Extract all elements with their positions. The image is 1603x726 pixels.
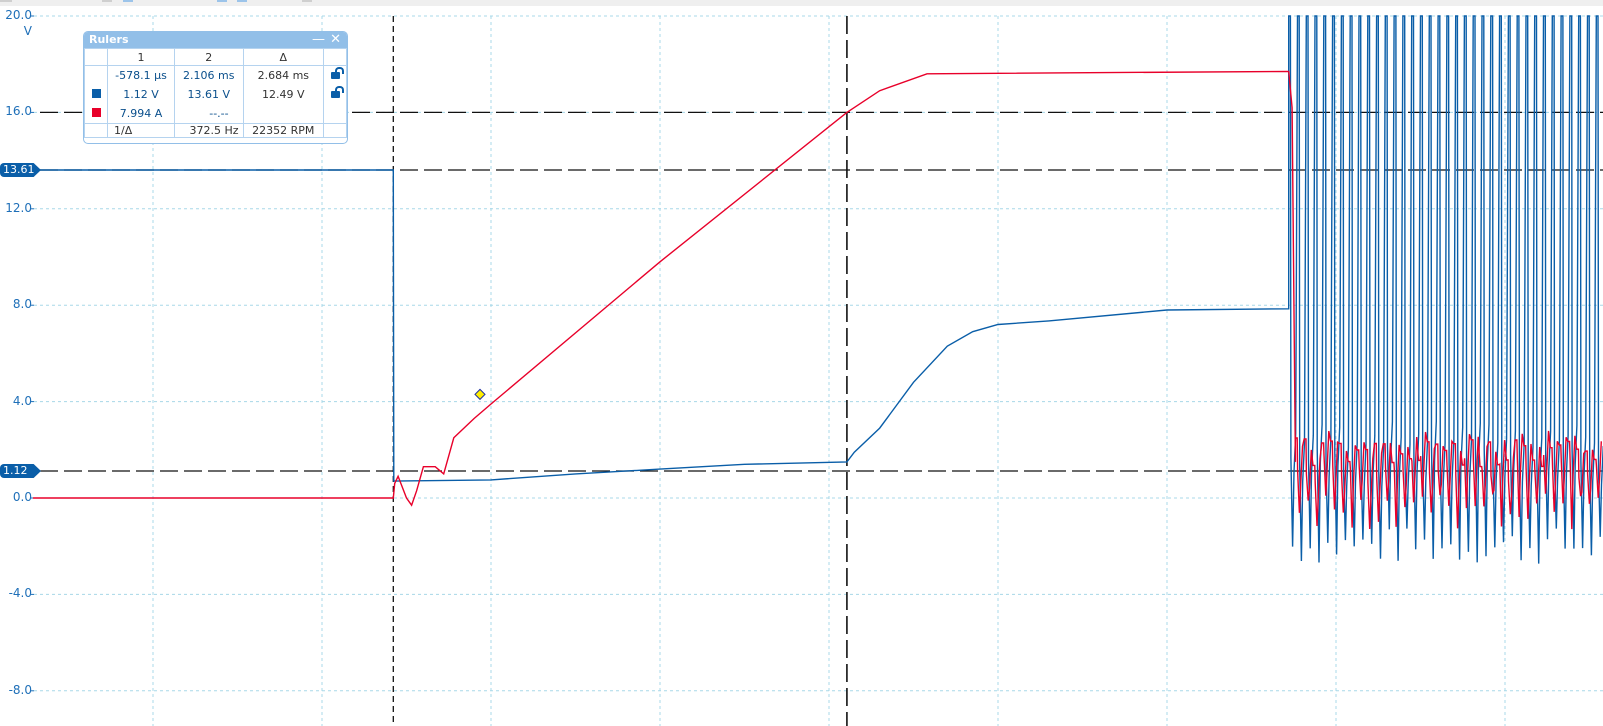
delta-channel-b (244, 104, 323, 123)
col-header-2: 2 (173, 48, 244, 66)
y-tick-label: 20.0 (5, 8, 32, 22)
grid (31, 15, 1603, 726)
y-tick-label: 0.0 (12, 490, 32, 504)
inverse-delta-label: 1/Δ (107, 123, 175, 138)
toolbar-button[interactable] (237, 0, 247, 2)
toolbar-strip (0, 0, 1603, 6)
ruler-badge-low[interactable]: 1.12 (0, 464, 41, 478)
toolbar-button[interactable] (0, 0, 12, 2)
trigger-marker (474, 388, 486, 401)
unlock-icon[interactable] (330, 86, 344, 98)
delta-channel-a: 12.49 V (262, 88, 305, 101)
ruler1-channel-a: 1.12 V (123, 88, 159, 101)
ruler1-channel-b: 7.994 A (119, 107, 163, 120)
ruler2-time: 2.106 ms (183, 69, 235, 82)
rulers-panel-titlebar[interactable]: Rulers — ✕ (84, 32, 347, 48)
y-tick-label: 16.0 (5, 104, 32, 119)
ruler2-channel-b: --.-- (209, 107, 229, 120)
channel-a-swatch (91, 89, 101, 98)
ruler1-time: -578.1 µs (115, 69, 167, 82)
col-header-delta: Δ (242, 48, 325, 66)
channel-b-swatch (91, 108, 101, 117)
rulers-table: 1 2 Δ -578.1 µs 1.12 V 7.994 A 2.106 ms … (84, 48, 347, 138)
y-tick-label: -4.0 (8, 586, 32, 601)
col-header-1: 1 (107, 48, 175, 66)
rulers-panel-title: Rulers (89, 33, 129, 46)
channel-b-trace (33, 70, 1602, 530)
minimize-icon[interactable]: — (312, 32, 325, 47)
y-tick-label: -8.0 (8, 682, 32, 697)
toolbar-button[interactable] (217, 0, 227, 2)
toolbar-button[interactable] (102, 0, 112, 2)
y-tick-label: 12.0 (5, 200, 32, 215)
y-tick-label: 8.0 (12, 297, 32, 312)
delta-time: 2.684 ms (257, 69, 310, 82)
ruler2-channel-a: 13.61 V (187, 88, 231, 101)
rulers-panel[interactable]: Rulers — ✕ 1 2 Δ -578.1 µs 1.12 V 7.994 … (83, 31, 348, 144)
frequency-value: 372.5 Hz (173, 123, 244, 138)
toolbar-button[interactable] (123, 0, 133, 2)
y-axis-unit: V (23, 24, 32, 38)
y-tick-label: 4.0 (12, 393, 32, 408)
unlock-icon[interactable] (330, 67, 344, 79)
traces (33, 15, 1603, 564)
close-icon[interactable]: ✕ (330, 32, 341, 47)
rpm-value: 22352 RPM (242, 123, 325, 138)
ruler-badge-high[interactable]: 13.61 (0, 163, 41, 177)
toolbar-button[interactable] (302, 0, 312, 2)
